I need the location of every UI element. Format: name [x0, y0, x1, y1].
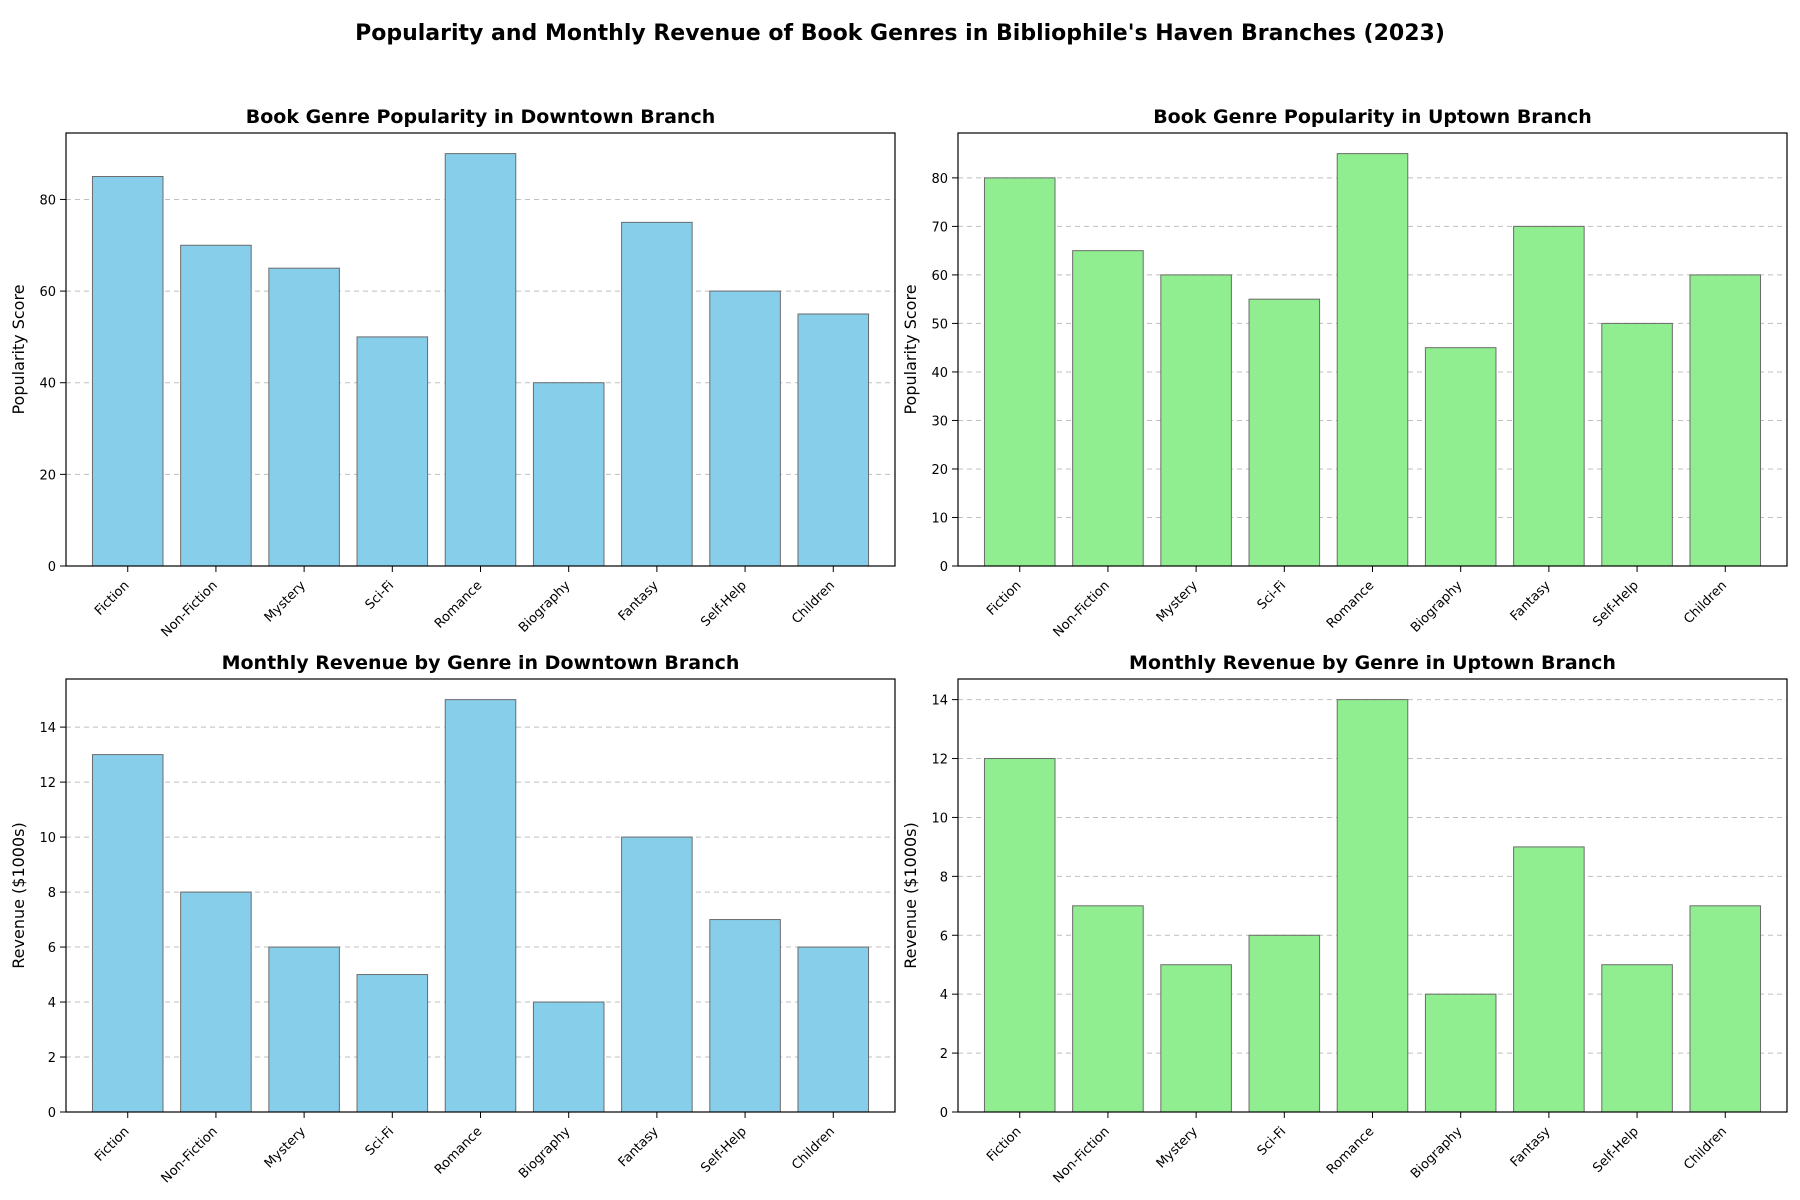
subplot-title: Book Genre Popularity in Uptown Branch — [1153, 106, 1592, 128]
bar-romance — [444, 699, 517, 1113]
y-tick-label: 0 — [940, 560, 948, 575]
bar-fiction — [983, 177, 1056, 567]
bars — [983, 153, 1762, 567]
y-axis-label: Popularity Score — [9, 284, 28, 414]
bar-fiction — [983, 758, 1056, 1113]
bar-romance — [1336, 699, 1409, 1113]
y-tick-label: 0 — [48, 1106, 56, 1121]
bar-biography — [532, 382, 605, 567]
bar-self-help — [1601, 322, 1673, 567]
y-tick-label: 6 — [48, 941, 56, 956]
y-tick-label: 6 — [940, 929, 948, 944]
y-tick-label: 80 — [39, 193, 56, 208]
bars — [91, 153, 870, 567]
bar-sci-fi — [1248, 934, 1321, 1113]
bar-non-fiction — [1072, 250, 1144, 567]
bar-sci-fi — [356, 974, 429, 1113]
y-tick-label: 14 — [39, 721, 56, 736]
bar-biography — [1424, 993, 1497, 1113]
bar-children — [1689, 905, 1762, 1113]
bar-mystery — [1160, 964, 1232, 1113]
y-tick-label: 10 — [931, 511, 948, 526]
y-tick-label: 2 — [48, 1051, 56, 1066]
y-tick-label: 60 — [39, 285, 56, 300]
subplot-title: Book Genre Popularity in Downtown Branch — [246, 106, 716, 128]
y-tick-label: 40 — [931, 366, 948, 381]
subplot-title: Monthly Revenue by Genre in Downtown Bra… — [222, 652, 740, 674]
bar-fiction — [91, 754, 164, 1113]
y-tick-label: 0 — [940, 1106, 948, 1121]
y-tick-label: 4 — [48, 996, 56, 1011]
bar-non-fiction — [180, 891, 252, 1113]
y-tick-label: 0 — [48, 560, 56, 575]
bar-non-fiction — [1072, 905, 1144, 1113]
bar-children — [1689, 274, 1762, 567]
bars — [983, 699, 1762, 1113]
y-tick-label: 8 — [48, 886, 56, 901]
bar-biography — [532, 1001, 605, 1113]
y-tick-label: 70 — [931, 220, 948, 235]
y-tick-label: 12 — [39, 776, 56, 791]
y-tick-label: 20 — [931, 463, 948, 478]
y-axis-label: Popularity Score — [901, 284, 920, 414]
y-axis-label: Revenue ($1000s) — [901, 822, 920, 968]
bar-fantasy — [1513, 846, 1585, 1113]
y-tick-label: 40 — [39, 377, 56, 392]
y-axis: 0 20 40 60 80 — [39, 193, 66, 575]
y-tick-label: 50 — [931, 317, 948, 332]
y-tick-label: 4 — [940, 988, 948, 1003]
y-tick-label: 60 — [931, 269, 948, 284]
bar-mystery — [268, 946, 340, 1113]
y-tick-label: 30 — [931, 414, 948, 429]
y-axis: 0 10 20 30 40 50 60 70 80 — [931, 172, 958, 575]
y-tick-label: 14 — [931, 694, 948, 709]
bar-sci-fi — [1248, 298, 1321, 567]
bar-romance — [444, 153, 517, 567]
y-axis: 0 2 4 6 8 10 12 14 — [931, 694, 958, 1121]
bar-fantasy — [621, 836, 693, 1113]
bar-fantasy — [621, 221, 693, 567]
y-tick-label: 10 — [39, 831, 56, 846]
bar-children — [797, 313, 870, 567]
bar-self-help — [1601, 964, 1673, 1113]
bar-romance — [1336, 153, 1409, 567]
bar-fiction — [91, 176, 164, 567]
y-tick-label: 2 — [940, 1047, 948, 1062]
bar-fantasy — [1513, 225, 1585, 567]
y-tick-label: 80 — [931, 172, 948, 187]
y-tick-label: 12 — [931, 753, 948, 768]
subplot-title: Monthly Revenue by Genre in Uptown Branc… — [1129, 652, 1616, 674]
bar-mystery — [1160, 274, 1232, 567]
bar-sci-fi — [356, 336, 429, 567]
bar-biography — [1424, 347, 1497, 567]
y-axis: 0 2 4 6 8 10 12 14 — [39, 721, 66, 1121]
y-tick-label: 8 — [940, 870, 948, 885]
bar-self-help — [709, 290, 781, 567]
bars — [91, 699, 870, 1113]
bar-non-fiction — [180, 244, 252, 567]
bar-self-help — [709, 919, 781, 1113]
y-tick-label: 10 — [931, 811, 948, 826]
bar-children — [797, 946, 870, 1113]
y-tick-label: 20 — [39, 468, 56, 483]
y-axis-label: Revenue ($1000s) — [9, 822, 28, 968]
bar-mystery — [268, 267, 340, 567]
figure-title: Popularity and Monthly Revenue of Book G… — [355, 21, 1445, 46]
